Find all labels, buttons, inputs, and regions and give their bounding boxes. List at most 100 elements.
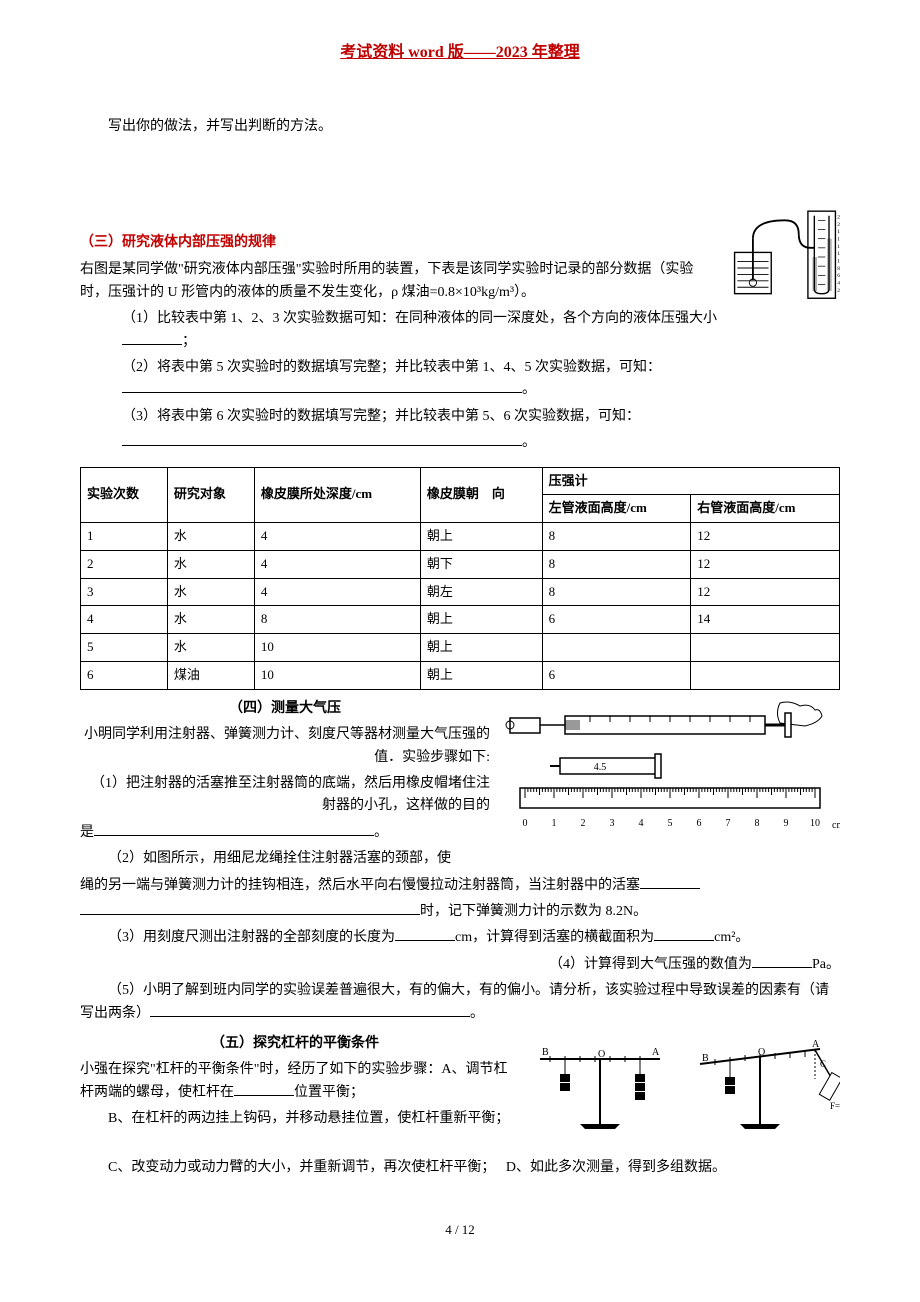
sec3-q3-suffix: 。 <box>522 435 536 450</box>
cell: 水 <box>167 523 254 551</box>
svg-text:10: 10 <box>837 258 840 264</box>
svg-text:8: 8 <box>755 818 760 829</box>
svg-text:O: O <box>758 1047 765 1058</box>
syringe-figure: 4.5 012345678910 cm <box>500 698 840 856</box>
cell: 12 <box>691 523 840 551</box>
sec4-q1-suffix: 。 <box>374 825 388 840</box>
svg-text:6: 6 <box>697 818 702 829</box>
svg-text:9: 9 <box>784 818 789 829</box>
svg-text:2: 2 <box>837 288 840 294</box>
svg-text:C: C <box>820 1059 826 1069</box>
sec3-q2-suffix: 。 <box>522 382 536 397</box>
svg-text:1: 1 <box>552 818 557 829</box>
sec4-q3-mid: cm，计算得到活塞的横截面积为 <box>455 930 654 945</box>
cell: 12 <box>691 550 840 578</box>
th-gauge: 压强计 <box>542 467 839 495</box>
sec4-q1b-text: 是 <box>80 825 94 840</box>
sec4-q2b: 绳的另一端与弹簧测力计的挂钩相连，然后水平向右慢慢拉动注射器筒，当注射器中的活塞 <box>80 875 840 897</box>
sec4-q5-suffix: 。 <box>470 1006 484 1021</box>
svg-text:18: 18 <box>837 229 840 235</box>
cell: 6 <box>542 662 691 690</box>
cell: 朝上 <box>420 606 542 634</box>
blank-field <box>122 432 522 446</box>
syringe-label: 4.5 <box>594 762 607 773</box>
blank-field <box>80 901 420 915</box>
th-num: 实验次数 <box>81 467 168 523</box>
cell: 朝上 <box>420 662 542 690</box>
blank-field <box>752 954 812 968</box>
cell: 1 <box>81 523 168 551</box>
cell: 6 <box>542 606 691 634</box>
th-right: 右管液面高度/cm <box>691 495 840 523</box>
table-row: 1 水 4 朝上 8 12 <box>81 523 840 551</box>
cell: 4 <box>254 578 420 606</box>
sec4-q3: （3）用刻度尺测出注射器的全部刻度的长度为 cm，计算得到活塞的横截面积为 cm²。 <box>80 927 840 949</box>
sec5-c: C、改变动力或动力臂的大小，并重新调节，再次使杠杆平衡； <box>108 1160 495 1175</box>
cell: 6 <box>81 662 168 690</box>
svg-text:22: 22 <box>837 214 840 220</box>
cell <box>542 634 691 662</box>
cell: 4 <box>81 606 168 634</box>
svg-text:10: 10 <box>810 818 820 829</box>
sec4-intro: 小明同学利用注射器、弹簧测力计、刻度尺等器材测量大气压强的值．实验步骤如下: <box>80 724 500 769</box>
sec4-q5: （5）小明了解到班内同学的实验误差普遍很大，有的偏大，有的偏小。请分析，该实验过… <box>80 980 840 1025</box>
th-left: 左管液面高度/cm <box>542 495 691 523</box>
svg-text:4: 4 <box>639 818 644 829</box>
svg-text:8: 8 <box>837 266 840 272</box>
svg-text:16: 16 <box>837 236 840 242</box>
cell: 3 <box>81 578 168 606</box>
cell <box>691 634 840 662</box>
sec3-intro: 右图是某同学做"研究液体内部压强"实验时所用的装置，下表是该同学实验时记录的部分… <box>80 259 840 304</box>
sec5-cd: C、改变动力或动力臂的大小，并重新调节，再次使杠杆平衡； D、如此多次测量，得到… <box>80 1157 840 1179</box>
cell: 10 <box>254 634 420 662</box>
sec4-q3-suffix: cm²。 <box>714 930 749 945</box>
blank-field <box>94 822 374 836</box>
svg-text:F=?: F=? <box>830 1101 840 1111</box>
experiment-table: 实验次数 研究对象 橡皮膜所处深度/cm 橡皮膜朝 向 压强计 左管液面高度/c… <box>80 467 840 690</box>
cell: 8 <box>254 606 420 634</box>
cell <box>691 662 840 690</box>
sec3-q3-blank: 。 <box>122 432 840 454</box>
sec4-q4: （4）计算得到大气压强的数值为 Pa。 <box>80 954 840 976</box>
sec4-q3-text: （3）用刻度尺测出注射器的全部刻度的长度为 <box>108 930 395 945</box>
cell: 8 <box>542 523 691 551</box>
sec5-intro-mid: 位置平衡； <box>294 1085 364 1100</box>
cell: 4 <box>254 523 420 551</box>
sec4-q1a: （1）把注射器的活塞推至注射器筒的底端，然后用橡皮帽堵住注射器的小孔，这样做的目… <box>80 773 500 818</box>
page-number: 4 / 12 <box>80 1220 840 1241</box>
sec3-q2: （2）将表中第 5 次实验时的数据填写完整；并比较表中第 1、4、5 次实验数据… <box>122 357 840 402</box>
cell: 朝上 <box>420 634 542 662</box>
cell: 朝左 <box>420 578 542 606</box>
cell: 水 <box>167 634 254 662</box>
sec4-q4-suffix: Pa。 <box>812 957 840 972</box>
cell: 水 <box>167 606 254 634</box>
blank-field <box>150 1003 470 1017</box>
sec4-q2c: 时，记下弹簧测力计的示数为 8.2N。 <box>80 901 840 923</box>
svg-text:O: O <box>598 1049 605 1060</box>
table-row: 4 水 8 朝上 6 14 <box>81 606 840 634</box>
cell: 8 <box>542 578 691 606</box>
th-depth: 橡皮膜所处深度/cm <box>254 467 420 523</box>
svg-text:7: 7 <box>726 818 731 829</box>
sec4-q4-text: （4）计算得到大气压强的数值为 <box>549 957 752 972</box>
svg-text:4: 4 <box>837 280 840 286</box>
cell: 5 <box>81 634 168 662</box>
cell: 4 <box>254 550 420 578</box>
table-row: 5 水 10 朝上 <box>81 634 840 662</box>
cell: 12 <box>691 578 840 606</box>
cell: 朝上 <box>420 523 542 551</box>
sec3-q1-text: （1）比较表中第 1、2、3 次实验数据可知：在同种液体的同一深度处，各个方向的… <box>122 311 717 326</box>
cell: 10 <box>254 662 420 690</box>
svg-text:A: A <box>812 1039 820 1050</box>
sec3-q3: （3）将表中第 6 次实验时的数据填写完整；并比较表中第 5、6 次实验数据，可… <box>122 406 840 428</box>
blank-field <box>122 379 522 393</box>
blank-field <box>122 331 182 345</box>
blank-field <box>395 927 455 941</box>
svg-text:2: 2 <box>581 818 586 829</box>
cell: 2 <box>81 550 168 578</box>
svg-text:A: A <box>652 1047 660 1058</box>
svg-text:B: B <box>542 1047 549 1058</box>
svg-text:3: 3 <box>610 818 615 829</box>
sec3-q1-suffix: ； <box>182 334 196 349</box>
svg-text:6: 6 <box>837 273 840 279</box>
